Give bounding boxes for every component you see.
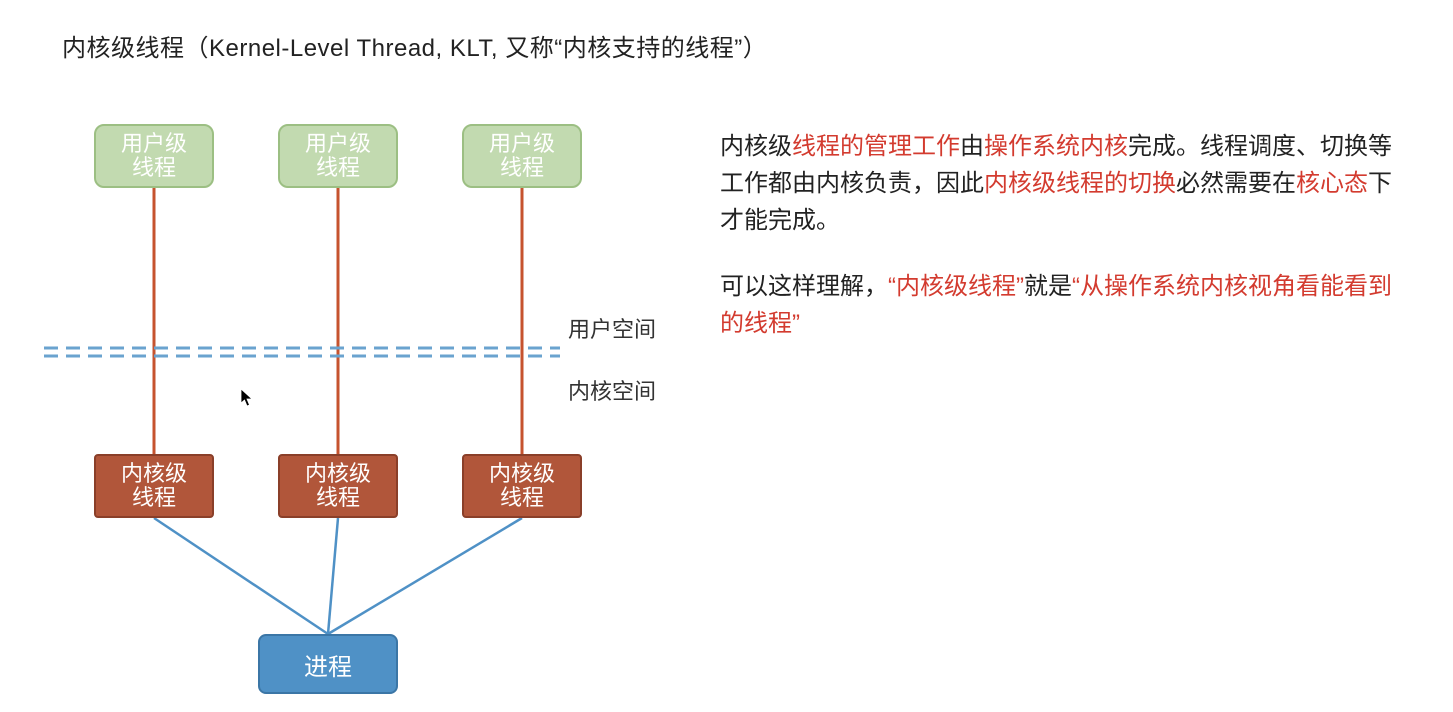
- kernel-thread-2: 内核级 线程: [278, 454, 398, 518]
- body-text: 内核级: [720, 133, 792, 160]
- user-thread-2: 用户级 线程: [278, 124, 398, 188]
- kernel-thread-1: 内核级 线程: [94, 454, 214, 518]
- highlight-text: 核心态: [1296, 170, 1368, 197]
- user-thread-1: 用户级 线程: [94, 124, 214, 188]
- process-node: 进程: [258, 634, 398, 694]
- cursor-icon: [240, 388, 256, 414]
- explanation-paragraph-1: 内核级线程的管理工作由操作系统内核完成。线程调度、切换等工作都由内核负责，因此内…: [720, 128, 1400, 240]
- highlight-text: “内核级线程”: [888, 273, 1024, 300]
- page-title: 内核级线程（Kernel-Level Thread, KLT, 又称“内核支持的…: [62, 28, 767, 63]
- kernel-thread-3: 内核级 线程: [462, 454, 582, 518]
- kernel-space-label: 内核空间: [568, 374, 656, 406]
- highlight-text: 线程的管理工作: [792, 133, 960, 160]
- highlight-text: 内核级线程的切换: [984, 170, 1176, 197]
- body-text: 由: [960, 133, 984, 160]
- body-text: 可以这样理解，: [720, 273, 888, 300]
- user-thread-3: 用户级 线程: [462, 124, 582, 188]
- explanation-text: 内核级线程的管理工作由操作系统内核完成。线程调度、切换等工作都由内核负责，因此内…: [720, 128, 1400, 370]
- user-space-label: 用户空间: [568, 312, 656, 344]
- body-text: 必然需要在: [1176, 170, 1296, 197]
- highlight-text: 操作系统内核: [984, 133, 1128, 160]
- klt-diagram: 用户级 线程 用户级 线程 用户级 线程 内核级 线程 内核级 线程 内核级 线…: [40, 110, 700, 700]
- explanation-paragraph-2: 可以这样理解，“内核级线程”就是“从操作系统内核视角看能看到的线程”: [720, 268, 1400, 342]
- body-text: 就是: [1024, 273, 1072, 300]
